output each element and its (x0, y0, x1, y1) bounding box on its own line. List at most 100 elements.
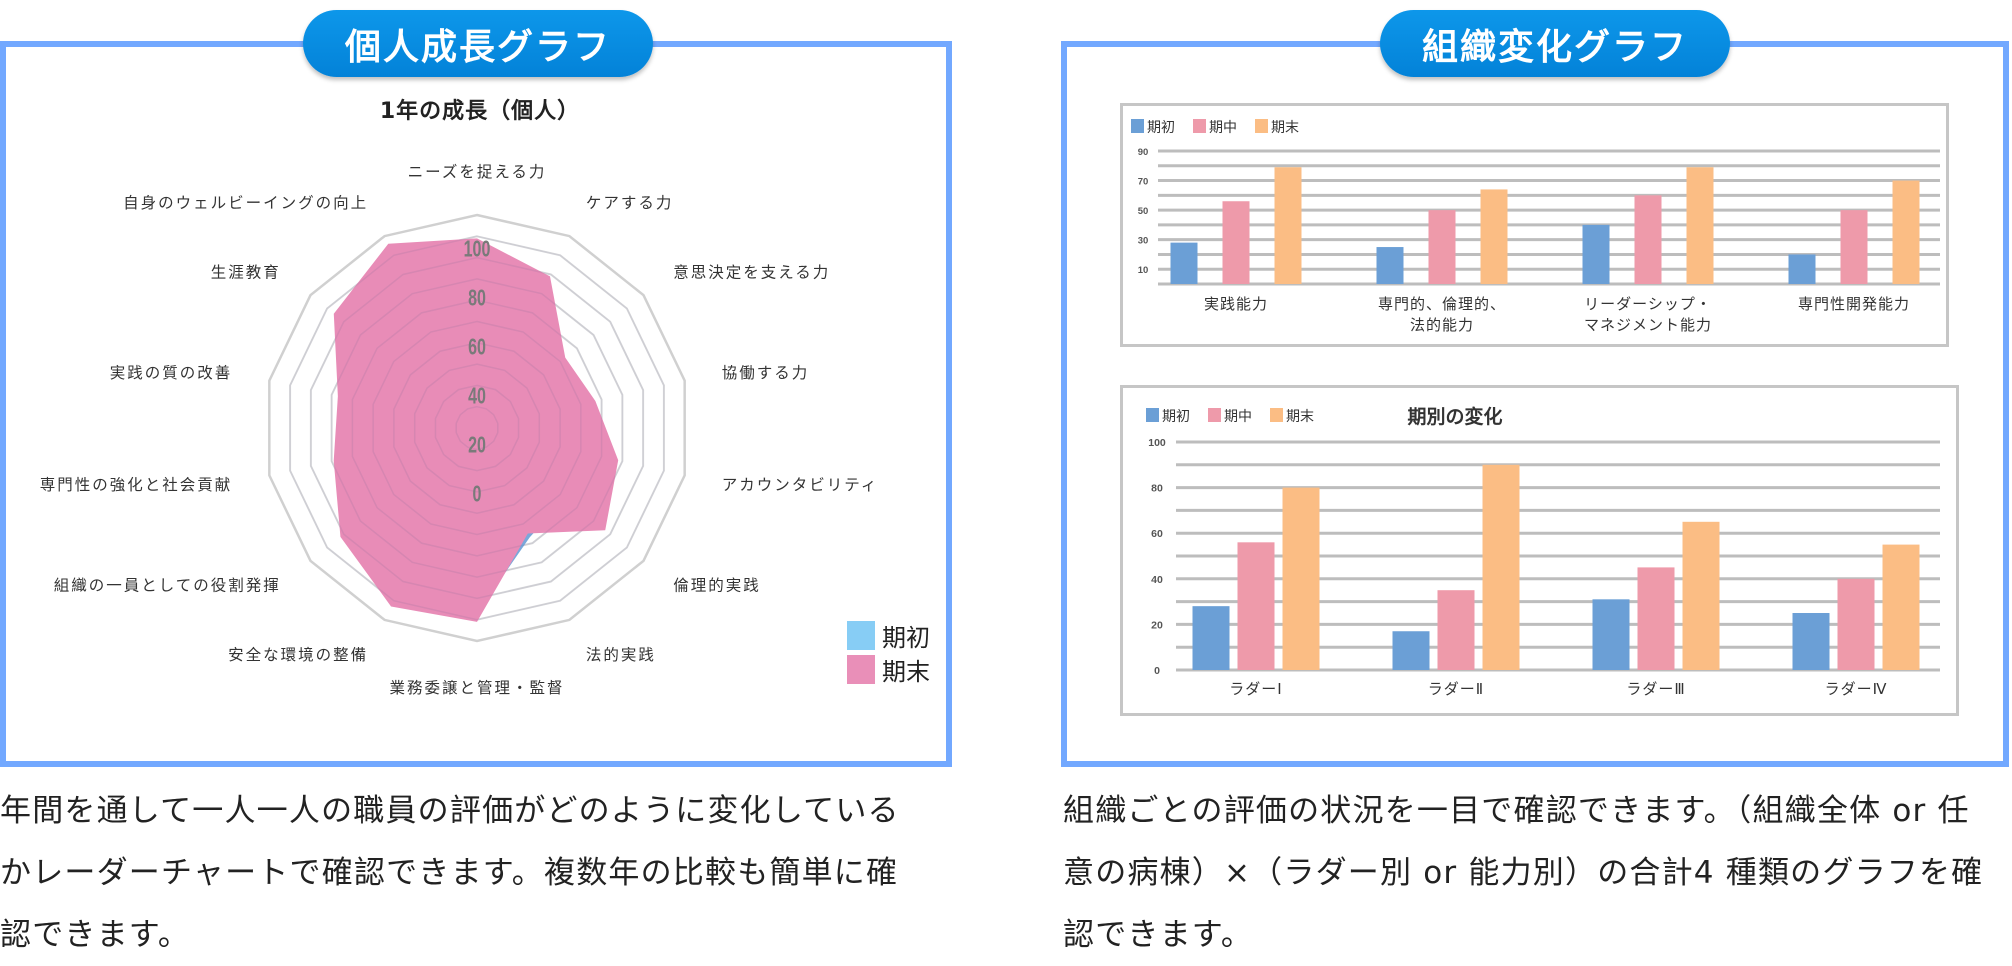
bar-期中 (1237, 542, 1275, 670)
radar-axis-label: ケアする力 (586, 194, 674, 212)
radar-axis-label: ニーズを捉える力 (408, 163, 547, 181)
caption-line: 認できます。 (1063, 917, 1254, 953)
radar-axis-label: 自身のウェルビーイングの向上 (123, 194, 368, 212)
radar-series-期末 (333, 238, 619, 622)
radar-axis-label: アカウンタビリティ (722, 476, 879, 494)
bar-期初 (1792, 613, 1830, 670)
bar-期中 (1634, 195, 1662, 284)
y-tick-label: 100 (1148, 437, 1166, 449)
category-label: 専門的、倫理的、 (1378, 295, 1506, 313)
bar-期末 (1686, 167, 1714, 284)
radar-tick-label: 100 (464, 237, 491, 263)
y-tick-label: 10 (1138, 265, 1149, 276)
bar-期中 (1428, 210, 1456, 284)
legend-swatch-期初 (1146, 408, 1159, 422)
category-label: ラダーⅡ (1428, 680, 1484, 698)
legend-swatch-期末 (1255, 119, 1268, 133)
radar-axis-label: 法的実践 (586, 646, 656, 664)
radar-grid-ring-overlay (330, 278, 624, 578)
radar-tick-label: 0 (473, 482, 482, 508)
radar-grid-ring-overlay (434, 384, 520, 472)
legend-swatch-期初 (1131, 119, 1144, 133)
y-tick-label: 40 (1151, 574, 1163, 586)
legend-label: 期末 (1286, 409, 1314, 425)
legend-swatch-期末 (847, 655, 875, 684)
radar-grid-ring-overlay (413, 363, 541, 493)
y-tick-label: 20 (1151, 619, 1163, 631)
y-tick-label: 30 (1138, 236, 1149, 247)
radar-axis-label: 実践の質の改善 (110, 364, 233, 382)
radar-tick-label: 60 (468, 335, 486, 361)
category-label: ラダーⅠ (1229, 680, 1282, 698)
bar-期初 (1192, 606, 1230, 670)
radar-axis-label: 業務委譲と管理・監督 (389, 679, 564, 697)
caption-line: 認できます。 (0, 917, 191, 953)
bar-期末 (1892, 180, 1920, 284)
radar-grid-ring-overlay (372, 320, 582, 536)
radar-axis-label: 意思決定を支える力 (673, 263, 830, 282)
organization-change-caption: 組織ごとの評価の状況を一目で確認できます。（組織全体 or 任 意の病棟）×（ラ… (1063, 780, 1983, 966)
radar-tick-label: 20 (468, 433, 486, 459)
legend-label: 期中 (1209, 120, 1237, 136)
category-label: 専門性開発能力 (1798, 295, 1910, 313)
personal-growth-caption: 年間を通して一人一人の職員の評価がどのように変化している かレーダーチャートで確… (0, 780, 900, 966)
category-label: 法的能力 (1410, 316, 1474, 334)
bar-期中 (1637, 567, 1675, 670)
legend-label: 期中 (1224, 409, 1252, 425)
radar-grid-ring-overlay (393, 342, 561, 514)
caption-line: 意の病棟）×（ラダー別 or 能力別）の合計4 種類のグラフを確 (1063, 855, 1984, 891)
radar-grid-ring (268, 213, 686, 643)
legend-swatch-期初 (847, 621, 875, 650)
radar-tick-label: 40 (468, 384, 486, 410)
category-label: 実践能力 (1204, 295, 1268, 313)
bar-期初 (1592, 599, 1630, 670)
legend-label: 期末 (882, 658, 930, 686)
radar-grid-ring-overlay (310, 256, 644, 600)
radar-grid-ring-overlay (289, 235, 665, 621)
bar-期末 (1480, 189, 1508, 284)
category-label: マネジメント能力 (1584, 316, 1712, 334)
radar-axis-label: 専門性の強化と社会貢献 (40, 476, 233, 494)
legend-swatch-期末 (1270, 408, 1283, 422)
bar-期中 (1437, 590, 1475, 670)
radar-title: 1年の成長（個人） (380, 98, 580, 124)
organization-change-heading: 組織変化グラフ (1380, 10, 1730, 77)
bar-期中 (1222, 201, 1250, 284)
radar-chart: 1年の成長（個人） 0 20 40 60 80 100 ニーズを捉える力ケアする力意思決定を支… (40, 98, 930, 697)
bar-期末 (1882, 544, 1920, 670)
radar-axis-label: 協働する力 (722, 364, 810, 382)
legend-swatch-期中 (1193, 119, 1206, 133)
bar-期初 (1582, 224, 1610, 284)
bar-期末 (1282, 487, 1320, 670)
radar-axis-label: 組織の一員としての役割発揮 (54, 576, 281, 594)
legend-label: 期初 (1147, 119, 1175, 136)
legend-label: 期末 (1271, 120, 1299, 136)
bar-期中 (1840, 210, 1868, 284)
bar-期末 (1682, 521, 1720, 670)
radar-axis-label: 生涯教育 (211, 264, 281, 282)
bar-chart-title: 期別の変化 (1407, 405, 1502, 428)
y-tick-label: 60 (1151, 528, 1163, 540)
y-tick-label: 70 (1138, 177, 1149, 188)
bar-期末 (1482, 464, 1520, 670)
bar-期初 (1788, 254, 1816, 284)
radar-grid-ring-overlay (351, 299, 603, 557)
personal-growth-heading: 個人成長グラフ (303, 10, 653, 77)
bar-期初 (1392, 631, 1430, 670)
legend-label: 期初 (882, 624, 930, 652)
legend-label: 期初 (1162, 408, 1190, 425)
bar-期初 (1170, 242, 1198, 284)
y-tick-label: 50 (1138, 206, 1149, 217)
bar-期中 (1837, 578, 1875, 670)
category-label: ラダーⅢ (1626, 680, 1685, 698)
legend-swatch-期中 (1208, 408, 1221, 422)
category-label: ラダーⅣ (1825, 680, 1888, 698)
y-tick-label: 0 (1154, 665, 1160, 677)
y-tick-label: 80 (1151, 483, 1163, 495)
radar-axis-label: 倫理的実践 (673, 576, 761, 594)
bar-期末 (1274, 167, 1302, 284)
caption-line: 年間を通して一人一人の職員の評価がどのように変化している (0, 793, 900, 829)
y-tick-label: 90 (1138, 147, 1149, 158)
caption-line: 組織ごとの評価の状況を一目で確認できます。（組織全体 or 任 (1063, 793, 1970, 829)
category-label: リーダーシップ・ (1584, 295, 1712, 313)
